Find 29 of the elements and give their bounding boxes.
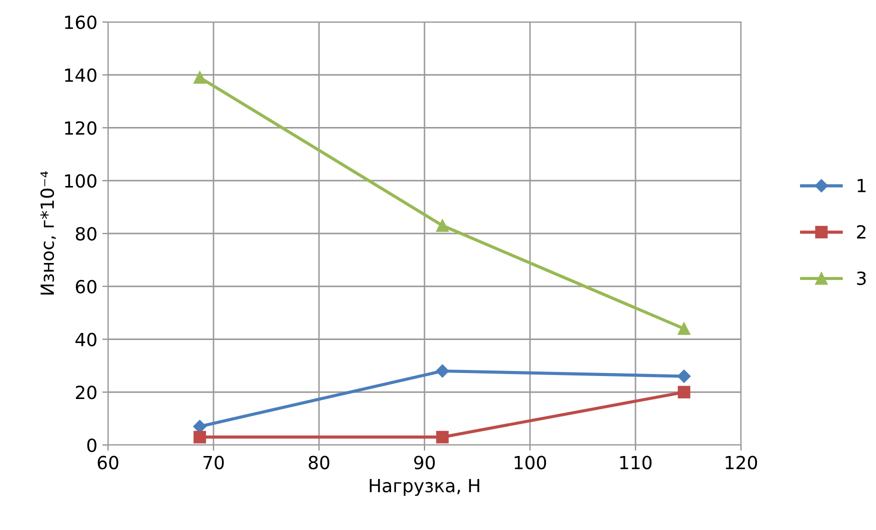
y-tick-label: 0 bbox=[87, 438, 96, 452]
x-tick-label: 90 bbox=[414, 456, 435, 470]
legend-label: 2 bbox=[857, 225, 866, 238]
y-tick-label: 160 bbox=[65, 15, 96, 30]
x-tick-label: 100 bbox=[514, 456, 546, 470]
point bbox=[678, 322, 690, 335]
x-tick-label: 120 bbox=[726, 456, 758, 470]
y-tick-label: 40 bbox=[75, 332, 96, 346]
y-tick-label: 20 bbox=[76, 386, 96, 400]
x-axis-title: Нагрузка, Н bbox=[370, 479, 480, 496]
point bbox=[678, 386, 690, 398]
y-axis-title: Износ, г*10⁻⁴ bbox=[40, 171, 56, 295]
point bbox=[677, 370, 691, 383]
legend-label: 1 bbox=[858, 178, 866, 192]
x-tick-label: 110 bbox=[620, 456, 652, 470]
point bbox=[194, 430, 206, 444]
y-tick-label: 60 bbox=[76, 280, 96, 294]
x-tick-label: 80 bbox=[308, 456, 330, 470]
point bbox=[436, 219, 449, 232]
legend-label: 3 bbox=[857, 271, 866, 286]
point bbox=[436, 430, 449, 444]
x-tick-label: 70 bbox=[203, 456, 224, 470]
y-tick-label: 100 bbox=[65, 174, 96, 188]
point bbox=[194, 71, 206, 84]
x-tick-label: 60 bbox=[98, 456, 118, 470]
y-tick-label: 120 bbox=[65, 121, 96, 135]
y-tick-label: 140 bbox=[65, 68, 96, 82]
point bbox=[436, 364, 450, 378]
y-tick-label: 80 bbox=[76, 226, 96, 241]
